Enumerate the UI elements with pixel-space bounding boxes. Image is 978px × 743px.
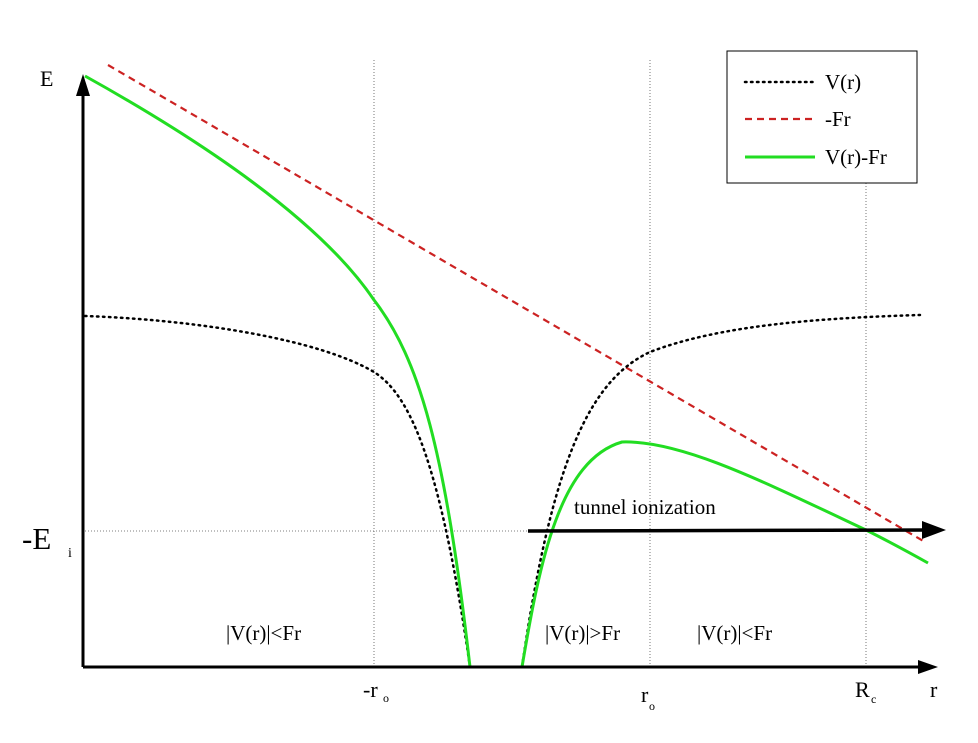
tunnel-arrow bbox=[527, 528, 929, 533]
legend: V(r) -Fr V(r)-Fr bbox=[726, 50, 918, 184]
energy-level-sub: i bbox=[68, 546, 72, 561]
y-axis-arrowhead bbox=[76, 74, 90, 96]
legend-box bbox=[726, 50, 918, 184]
legend-label-combined: V(r)-Fr bbox=[825, 145, 887, 169]
y-axis-label: E bbox=[40, 66, 53, 91]
tunnel-label: tunnel ionization bbox=[574, 495, 716, 519]
tick-rc-sub: c bbox=[871, 692, 876, 706]
region-right-label: |V(r)|<Fr bbox=[697, 621, 772, 645]
region-middle-label: |V(r)|>Fr bbox=[545, 621, 620, 645]
region-left-label: |V(r)|<Fr bbox=[226, 621, 301, 645]
potential-curve-right bbox=[520, 313, 922, 669]
tick-minus-r0-sub: o bbox=[383, 691, 389, 705]
combined-curve-right bbox=[520, 440, 929, 668]
energy-level-label: -E bbox=[22, 521, 51, 556]
x-axis-label: r bbox=[930, 677, 938, 702]
potential-curve-left bbox=[83, 314, 472, 669]
x-axis-arrowhead bbox=[918, 660, 938, 674]
legend-label-field: -Fr bbox=[825, 107, 851, 131]
tunnel-arrowhead bbox=[922, 521, 946, 539]
tick-minus-r0: -r bbox=[363, 677, 378, 702]
tick-r0: r bbox=[641, 682, 649, 707]
field-line bbox=[107, 64, 926, 543]
legend-label-potential: V(r) bbox=[825, 70, 861, 94]
tick-rc: R bbox=[855, 677, 870, 702]
combined-curve-left bbox=[84, 74, 472, 668]
tick-r0-sub: o bbox=[649, 699, 655, 713]
